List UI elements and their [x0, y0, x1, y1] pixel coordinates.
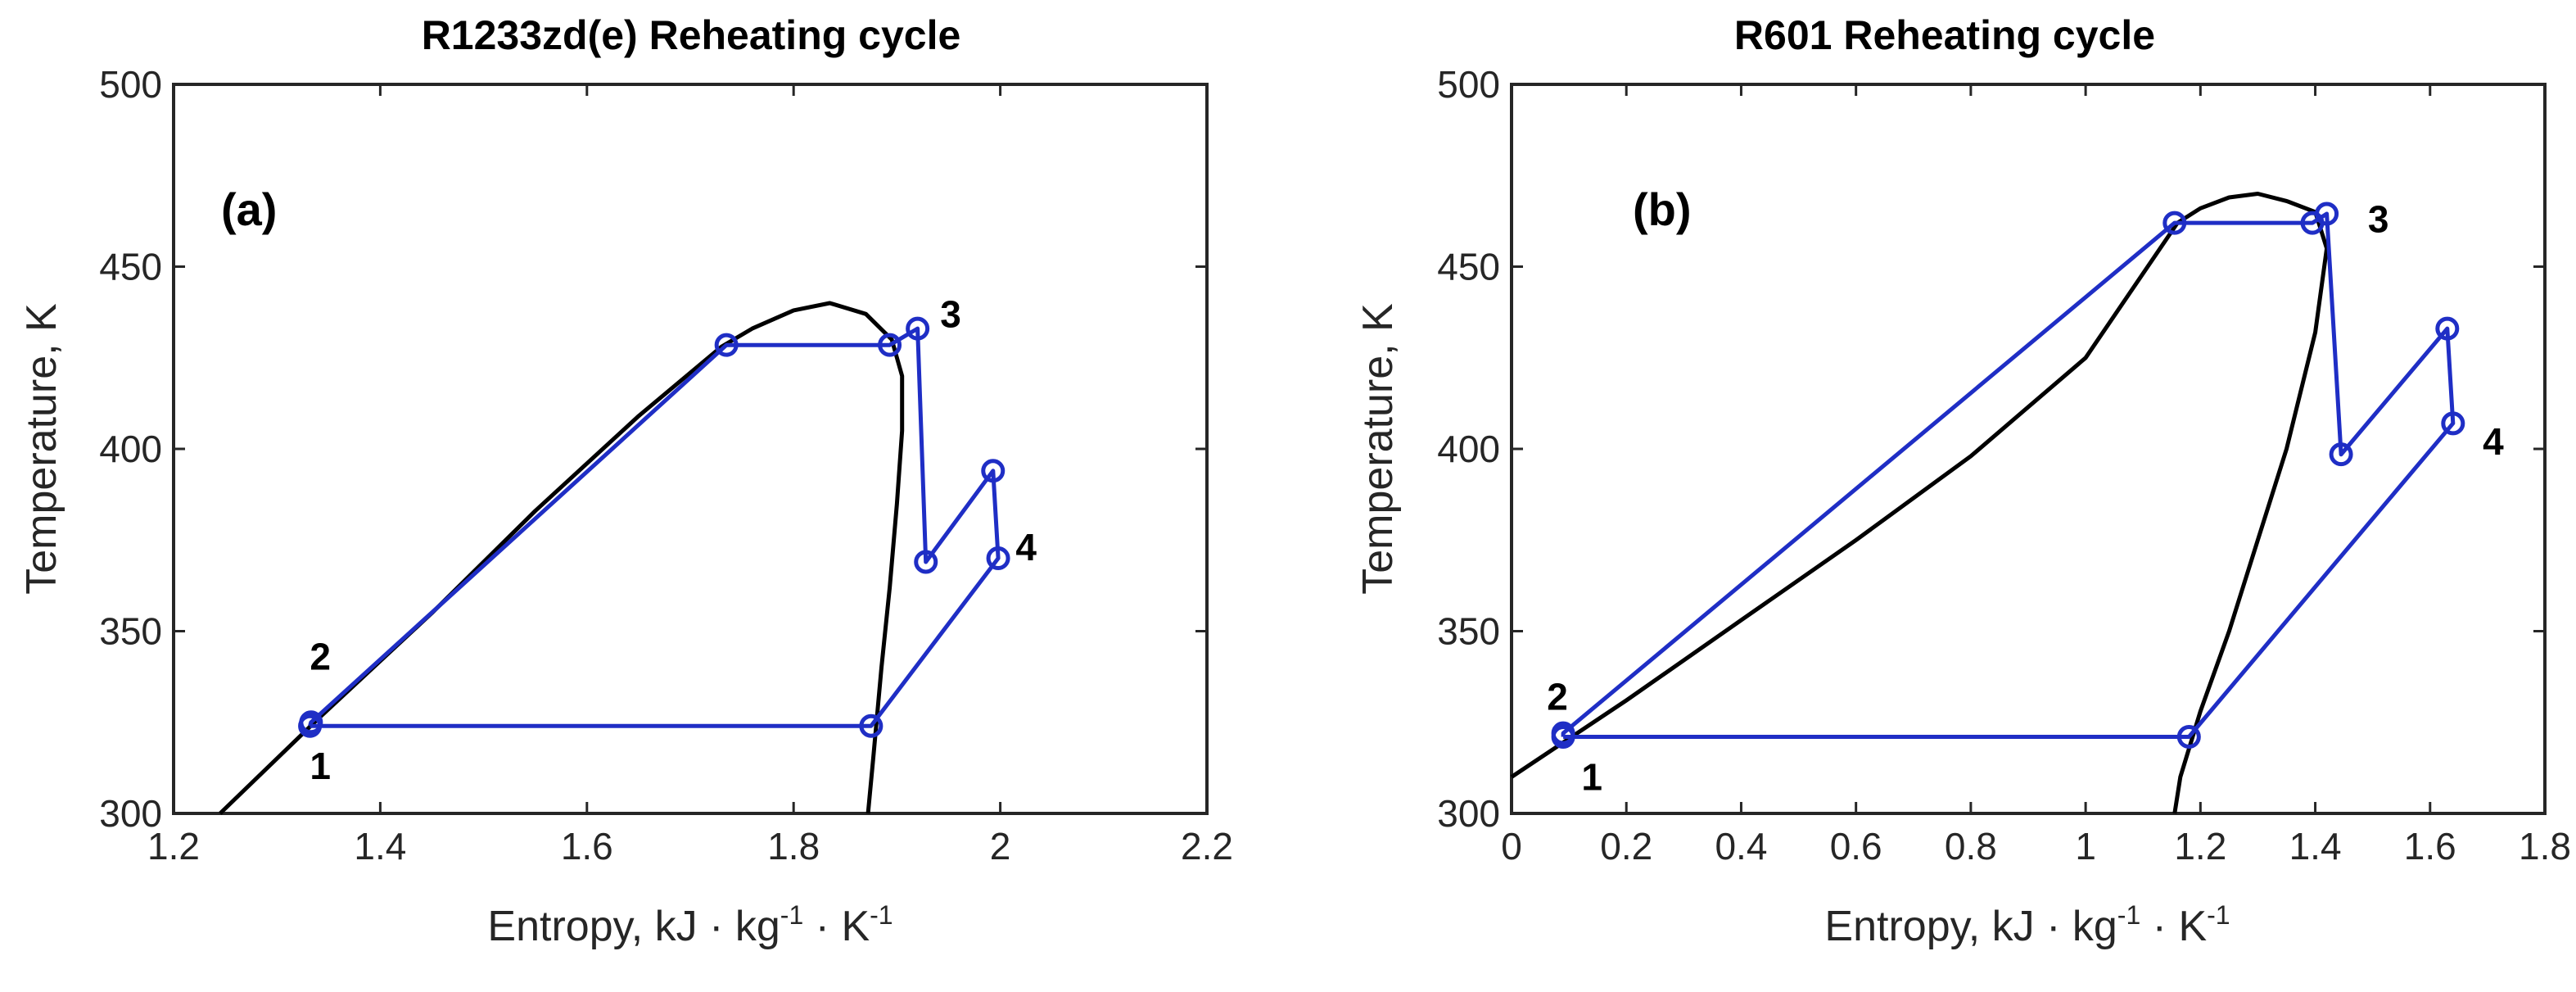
- reheating-cycle-line: [308, 326, 1001, 728]
- y-tick-label: 450: [1437, 246, 1500, 288]
- state-point-marker: [2441, 411, 2465, 436]
- state-point-marker: [914, 550, 938, 574]
- x-tick-label: 1.6: [2404, 825, 2456, 867]
- x-tick-label: 1.8: [767, 825, 820, 867]
- x-tick-label: 1.4: [354, 825, 406, 867]
- chart-b-xlabel-mid: · K: [2140, 903, 2207, 950]
- chart-b-point-labels: 12 3 4: [1547, 198, 2504, 799]
- x-tick-label: 0.6: [1830, 825, 1882, 867]
- state-point-marker: [714, 333, 739, 357]
- x-tick-label: 1.8: [2519, 825, 2571, 867]
- x-tick-label: 0.4: [1715, 825, 1767, 867]
- state-point-marker: [2329, 442, 2353, 467]
- state-point-marker: [859, 713, 884, 738]
- x-tick-label: 1.2: [147, 825, 200, 867]
- x-tick-label: 1.4: [2289, 825, 2342, 867]
- y-tick-label: 450: [99, 246, 162, 288]
- y-tick-label: 500: [99, 63, 162, 106]
- chart-b-title: R601 Reheating cycle: [1734, 12, 2155, 58]
- chart-b-ticks: [1510, 83, 2547, 815]
- chart-a-y-tick-labels: 300 350 400 450 500: [99, 63, 162, 835]
- chart-a-xlabel-mid: · K: [803, 903, 870, 950]
- x-tick-label: 2.2: [1181, 825, 1233, 867]
- state-point-marker: [878, 333, 902, 357]
- y-tick-label: 300: [1437, 792, 1500, 835]
- chart-a-point-labels: 1 2 3 4: [310, 292, 1037, 787]
- x-tick-label: 1.2: [2174, 825, 2226, 867]
- state-point-label-1: 1: [310, 745, 331, 787]
- state-point-label-4: 4: [2483, 420, 2504, 463]
- chart-a-y-axis-label: Temperature, K: [18, 303, 66, 595]
- saturation-dome-line: [219, 301, 905, 815]
- state-point-label-1: 1: [1581, 756, 1602, 799]
- state-point-marker: [986, 546, 1010, 570]
- chart-b-series: [1510, 192, 2456, 814]
- chart-a-xlabel-prefix: Entropy, kJ · kg: [487, 903, 780, 950]
- state-point-marker: [981, 459, 1006, 483]
- chart-a-r1233zd: R1233zd(e) Reheating cycle 1.2 1.4 1.6 1.8 2…: [18, 12, 1233, 950]
- state-point-marker: [1551, 721, 1575, 745]
- chart-a-x-axis-label: Entropy, kJ · kg-1 · K-1: [487, 900, 893, 950]
- state-point-label-4: 4: [1015, 526, 1037, 568]
- chart-a-panel-label: (a): [221, 183, 277, 235]
- chart-b-panel-label: (b): [1633, 183, 1692, 235]
- reheating-cycle-line: [1561, 211, 2456, 739]
- chart-a-x-tick-labels: 1.2 1.4 1.6 1.8 2 2.2: [147, 825, 1233, 867]
- chart-a-title: R1233zd(e) Reheating cycle: [422, 12, 961, 58]
- state-point-marker: [2315, 202, 2339, 226]
- state-point-label-2: 2: [310, 636, 331, 678]
- chart-a-ticks: [172, 83, 1209, 815]
- state-point-marker: [2435, 316, 2460, 341]
- chart-b-y-tick-labels: 300 350 400 450 500: [1437, 63, 1500, 835]
- chart-b-r601: R601 Reheating cycle 0 0.2 0.4 0.6 0.8 1 1.2 1.…: [1354, 12, 2571, 950]
- y-tick-label: 400: [99, 428, 162, 470]
- x-tick-label: 0.8: [1945, 825, 1997, 867]
- chart-b-axes-box: [1510, 83, 2547, 815]
- saturation-dome-line: [1510, 192, 2330, 814]
- x-tick-label: 0: [1501, 825, 1522, 867]
- x-tick-label: 2: [990, 825, 1011, 867]
- chart-b-xlabel-exp1: -1: [2117, 900, 2140, 930]
- y-tick-label: 350: [1437, 610, 1500, 653]
- state-point-label-3: 3: [940, 292, 961, 335]
- y-tick-label: 350: [99, 610, 162, 653]
- chart-a-plot-area: 1.2 1.4 1.6 1.8 2 2.2 300 350 400 450 500 1 2 3 4 (a…: [99, 63, 1233, 867]
- y-tick-label: 400: [1437, 428, 1500, 470]
- chart-b-x-axis-label: Entropy, kJ · kg-1 · K-1: [1824, 900, 2230, 950]
- chart-b-x-tick-labels: 0 0.2 0.4 0.6 0.8 1 1.2 1.4 1.6 1.8: [1501, 825, 2571, 867]
- chart-b-markers: [1551, 202, 2465, 750]
- x-tick-label: 0.2: [1600, 825, 1652, 867]
- state-point-marker: [906, 316, 930, 341]
- x-tick-label: 1.6: [561, 825, 613, 867]
- chart-b-plot-area: 0 0.2 0.4 0.6 0.8 1 1.2 1.4 1.6 1.8 300 350 400 450 5…: [1437, 63, 2571, 867]
- state-point-marker: [2162, 211, 2187, 235]
- chart-b-xlabel-exp2: -1: [2207, 900, 2230, 930]
- chart-b-xlabel-prefix: Entropy, kJ · kg: [1824, 903, 2117, 950]
- y-tick-label: 500: [1437, 63, 1500, 106]
- state-point-marker: [2176, 725, 2201, 750]
- state-point-label-3: 3: [2368, 198, 2389, 241]
- chart-a-markers: [298, 316, 1010, 738]
- y-tick-label: 300: [99, 792, 162, 835]
- chart-a-xlabel-exp1: -1: [780, 900, 803, 930]
- chart-b-y-axis-label: Temperature, K: [1354, 303, 1402, 595]
- state-point-label-2: 2: [1547, 676, 1568, 718]
- x-tick-label: 1: [2075, 825, 2096, 867]
- chart-a-series: [219, 301, 1001, 815]
- state-point-marker: [299, 710, 323, 735]
- chart-a-xlabel-exp2: -1: [870, 900, 893, 930]
